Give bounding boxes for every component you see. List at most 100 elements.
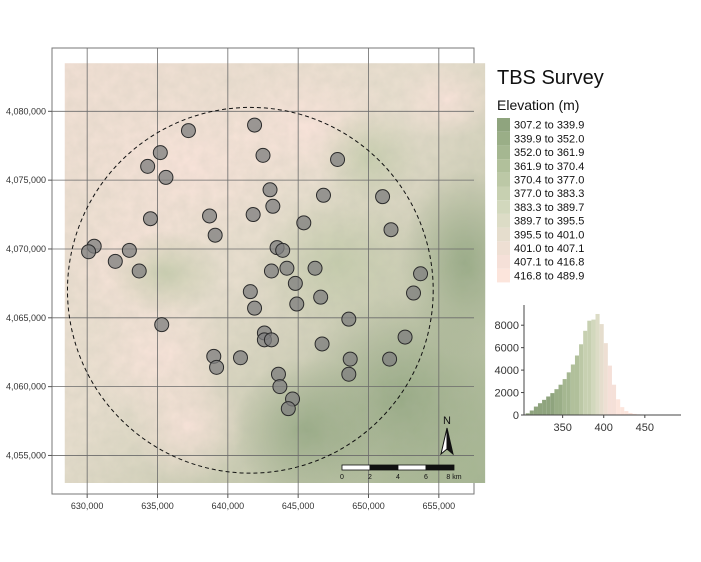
- legend-label: 361.9 to 370.4: [514, 161, 584, 173]
- survey-site-point: [140, 158, 156, 174]
- histogram-bar: [616, 399, 621, 415]
- survey-site-point: [341, 311, 357, 327]
- x-tick-label: 655,000: [423, 501, 456, 511]
- survey-site-point: [315, 187, 331, 203]
- survey-site-point: [158, 169, 174, 185]
- map-graticule: [52, 48, 474, 494]
- legend-swatch: [497, 172, 510, 187]
- survey-site-point: [413, 266, 429, 282]
- legend-label: 377.0 to 383.3: [514, 188, 584, 200]
- survey-site-point: [131, 263, 147, 279]
- histogram-bar: [632, 413, 637, 415]
- y-tick-label: 4,080,000: [6, 106, 46, 116]
- map-y-axis: 4,055,000 4,060,000 4,065,000 4,070,000 4,07…: [6, 106, 52, 460]
- survey-site-point: [180, 123, 196, 139]
- histogram-bar: [607, 365, 612, 415]
- north-label: N: [443, 415, 451, 427]
- y-tick-label: 4,065,000: [6, 313, 46, 323]
- histogram-bar: [550, 393, 555, 415]
- scale-bar-label: 4: [396, 474, 400, 481]
- survey-boundary-circle: [66, 106, 434, 474]
- scale-bar-segment: [341, 464, 371, 471]
- scale-bar-label: 0: [340, 474, 344, 481]
- histogram-y-tick-label: 0: [513, 410, 519, 422]
- histogram-bar: [542, 399, 547, 415]
- survey-site-point: [279, 260, 295, 276]
- survey-site-point: [262, 182, 278, 198]
- y-tick-label: 4,055,000: [6, 450, 46, 460]
- histogram-bar: [595, 313, 600, 415]
- survey-site-point: [265, 198, 281, 214]
- legend-swatch: [497, 268, 510, 283]
- legend-label: 407.1 to 416.8: [514, 257, 584, 269]
- survey-site-point: [209, 359, 225, 375]
- survey-site-point: [313, 289, 329, 305]
- survey-site-point: [242, 284, 258, 300]
- histogram-bar: [611, 384, 617, 415]
- survey-site-point: [107, 253, 123, 269]
- survey-site-point: [406, 285, 422, 301]
- scale-bar-segment: [397, 464, 427, 471]
- y-tick-label: 4,070,000: [6, 244, 46, 254]
- histogram-bar: [620, 407, 625, 415]
- survey-site-point: [255, 147, 271, 163]
- legend-label: 416.8 to 489.9: [514, 270, 584, 282]
- histogram-x-tick-label: 350: [553, 422, 571, 434]
- survey-site-point: [383, 222, 399, 238]
- x-tick-label: 650,000: [352, 501, 385, 511]
- legend-label: 401.0 to 407.1: [514, 243, 584, 255]
- histogram-x-tick-label: 400: [595, 422, 613, 434]
- x-tick-label: 645,000: [282, 501, 315, 511]
- histogram-bar: [587, 320, 592, 415]
- scale-bar-segment: [369, 464, 399, 471]
- legend-label: 395.5 to 401.0: [514, 229, 584, 241]
- survey-site-point: [154, 317, 170, 333]
- map-title: TBS Survey: [497, 67, 604, 89]
- survey-site-point: [314, 336, 330, 352]
- survey-site-point: [121, 242, 137, 258]
- histogram-bar: [525, 413, 530, 415]
- histogram-bar: [546, 396, 551, 415]
- legend-swatch: [497, 186, 510, 201]
- survey-site-point: [341, 366, 357, 382]
- map-x-axis: 630,000 635,000 640,000 645,000 650,000 655,0…: [71, 494, 455, 511]
- survey-site-point: [307, 260, 323, 276]
- legend-label: 339.9 to 352.0: [514, 133, 584, 145]
- scale-bar-segment: [425, 464, 455, 471]
- legend-swatch: [497, 200, 510, 214]
- histogram-bar: [603, 343, 608, 415]
- survey-site-point: [272, 379, 288, 395]
- legend-swatch: [497, 118, 510, 132]
- legend-swatch: [497, 227, 510, 242]
- histogram-y-tick-label: 2000: [495, 388, 519, 400]
- survey-site-point: [263, 263, 279, 279]
- legend-swatch: [497, 255, 510, 269]
- legend-title: Elevation (m): [497, 97, 579, 113]
- survey-site-point: [275, 242, 291, 258]
- survey-site-point: [263, 332, 279, 348]
- survey-site-point: [330, 152, 346, 167]
- legend-swatch: [497, 213, 510, 228]
- legend-swatch: [497, 131, 510, 146]
- y-tick-label: 4,060,000: [6, 382, 46, 392]
- survey-site-point: [81, 244, 97, 260]
- survey-site-point: [270, 366, 286, 382]
- histogram-bar: [554, 389, 559, 415]
- legend-label: 352.0 to 361.9: [514, 147, 584, 159]
- histogram-bar: [566, 372, 571, 415]
- histogram-bar: [583, 330, 588, 415]
- histogram-bar: [537, 403, 543, 415]
- survey-site-point: [289, 296, 305, 312]
- survey-site-point: [296, 215, 312, 231]
- survey-site-point: [382, 351, 398, 367]
- scale-bar-label: 8 km: [446, 474, 461, 481]
- histogram-y-tick-label: 6000: [495, 343, 519, 355]
- survey-site-point: [287, 275, 303, 291]
- survey-site-point: [245, 207, 261, 223]
- scale-bar-label: 2: [368, 474, 372, 481]
- survey-site-point: [142, 211, 158, 227]
- survey-sites: [81, 117, 429, 417]
- survey-site-point: [152, 145, 168, 161]
